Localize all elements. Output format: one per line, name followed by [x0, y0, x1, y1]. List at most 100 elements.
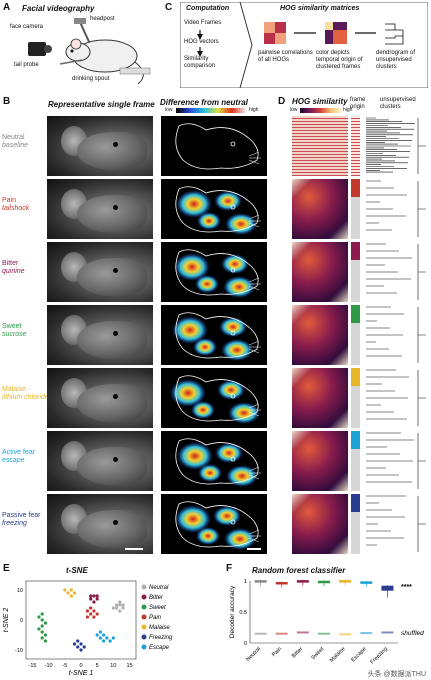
row-label-1: Pain tailshock — [2, 197, 29, 213]
row-name: Active fear — [2, 449, 36, 456]
tsne-ytick--10: -10 — [15, 648, 23, 654]
tsne-xtick-15: 15 — [126, 663, 132, 669]
mouse-frame-2 — [47, 242, 153, 302]
rfc-shuffled-box-sweet — [318, 632, 330, 635]
tsne-xtick-0: 0 — [79, 663, 82, 669]
tsne-point-bitter-3 — [92, 600, 96, 604]
rfc-significance: **** — [401, 584, 412, 591]
rfc-shuffled-box-malaise — [339, 633, 352, 636]
random-forest-title: Random forest classifier — [252, 566, 346, 575]
rfc-ytick-1: 1 — [244, 579, 247, 585]
panel-a-letter: A — [3, 2, 11, 13]
row-condition: baseline — [2, 142, 29, 149]
tsne-point-neutral-2 — [121, 606, 125, 610]
step1-label: pairwise correlations of all HOGs — [258, 50, 313, 63]
tsne-point-malaise-2 — [72, 591, 77, 595]
row-label-5: Active fear escape — [2, 449, 35, 465]
tsne-title: t-SNE — [66, 566, 88, 575]
rfc-shuffled-label: shuffled — [401, 630, 424, 637]
tsne-xtick--15: -15 — [28, 663, 36, 669]
rfc-shuffled-box-neutral — [254, 632, 267, 635]
drinking-spout-label: drinking spout — [72, 76, 110, 82]
rfc-category-freezing: Freezing — [369, 646, 388, 665]
tsne-point-sweet-8 — [40, 636, 44, 640]
row-condition: tailshock — [2, 205, 30, 212]
hog-matrix-5 — [292, 431, 348, 491]
tsne-frame — [25, 580, 137, 660]
tsne-point-escape-4 — [108, 639, 112, 643]
difference-map-3 — [161, 305, 267, 365]
tsne-point-malaise-1 — [69, 588, 73, 592]
tsne-point-malaise-0 — [66, 591, 70, 595]
tsne-point-pain-0 — [85, 609, 90, 613]
hog-colorbar — [300, 108, 342, 113]
hog-matrices-title: HOG similarity matrices — [280, 5, 360, 12]
row-name: Bitter — [2, 260, 19, 267]
frame-origin-bar-0 — [351, 116, 360, 176]
row-condition: freezing — [2, 520, 27, 527]
mouse-frame-4 — [47, 368, 153, 428]
row-name: Sweet — [2, 323, 22, 330]
representative-frame-header: Representative single frame — [48, 100, 155, 109]
tsne-point-escape-1 — [98, 636, 103, 640]
row-label-3: Sweet sucrose — [2, 323, 27, 339]
face-camera-label: face camera — [10, 24, 44, 30]
tsne-legend-label-5: Freezing — [149, 635, 173, 641]
tsne-point-bitter-1 — [92, 594, 96, 598]
tail-probe-label: tail probe — [14, 62, 39, 68]
difference-map-1 — [161, 179, 267, 239]
tsne-point-malaise-3 — [69, 594, 73, 598]
row-name: Passive fear — [2, 512, 41, 519]
difference-map-4 — [161, 368, 267, 428]
mouse-frame-3 — [47, 305, 153, 365]
row-label-0: Neutral baseline — [2, 134, 28, 150]
frame-origin-bar-3 — [351, 305, 360, 365]
dendrogram-4 — [366, 368, 428, 428]
tsne-point-sweet-6 — [40, 630, 44, 634]
tsne-legend-swatch-0 — [141, 584, 147, 590]
row-condition: lithium chloride — [2, 394, 49, 401]
row-condition: quinine — [2, 268, 25, 275]
difference-map-2 — [161, 242, 267, 302]
tsne-legend-label-2: Sweet — [149, 605, 166, 611]
tsne-point-sweet-0 — [40, 612, 44, 616]
tsne-legend-swatch-5 — [141, 634, 147, 640]
tsne-legend-label-0: Neutral — [149, 585, 169, 591]
row-label-4: Malaise lithium chloride — [2, 386, 49, 402]
tsne-point-pain-1 — [89, 612, 93, 616]
tsne-legend-label-4: Malaise — [149, 625, 170, 631]
tsne-ytick-10: 10 — [17, 588, 23, 594]
tsne-point-neutral-5 — [121, 603, 125, 607]
tsne-legend-label-1: Bitter — [149, 595, 164, 601]
tsne-point-sweet-7 — [43, 633, 48, 637]
rfc-category-bitter: Bitter — [291, 646, 304, 659]
panel-d-letter: D — [278, 96, 286, 107]
hog-colorbar-low: low — [290, 107, 298, 113]
difference-map-0 — [161, 116, 267, 176]
tsne-point-neutral-0 — [114, 606, 119, 610]
decoder-accuracy-plot: 1 0.5 0 Decoder accuracy Neutral Pain Bitter Sw… — [229, 579, 426, 678]
camera-icon — [28, 42, 46, 56]
tsne-point-pain-5 — [95, 612, 99, 616]
tsne-point-freezing-3 — [82, 645, 86, 649]
row-condition: sucrose — [2, 331, 27, 338]
dendrogram-3 — [366, 305, 428, 365]
tsne-point-pain-3 — [85, 615, 90, 619]
row-label-6: Passive fear freezing — [2, 512, 41, 528]
frame-origin-header: frame origin — [350, 97, 366, 110]
mouse-frame-0 — [47, 116, 153, 176]
frame-origin-bar-2 — [351, 242, 360, 302]
tsne-point-pain-6 — [92, 615, 96, 619]
tsne-point-escape-5 — [111, 636, 115, 640]
unsupervised-clusters-header: unsupervised clusters — [380, 97, 416, 110]
rfc-shuffled-box-bitter — [296, 631, 309, 634]
difference-map-5 — [161, 431, 267, 491]
mouse-frame-1 — [47, 179, 153, 239]
flow-hog-vectors: HOG vectors — [184, 39, 219, 45]
tsne-point-bitter-5 — [89, 594, 93, 598]
tsne-xtick-5: 5 — [96, 663, 99, 669]
difference-map-6 — [161, 494, 267, 554]
rfc-shuffled-box-freezing — [381, 631, 394, 634]
tsne-point-bitter-2 — [95, 597, 99, 601]
flow-video-frames: Video Frames — [184, 20, 222, 26]
